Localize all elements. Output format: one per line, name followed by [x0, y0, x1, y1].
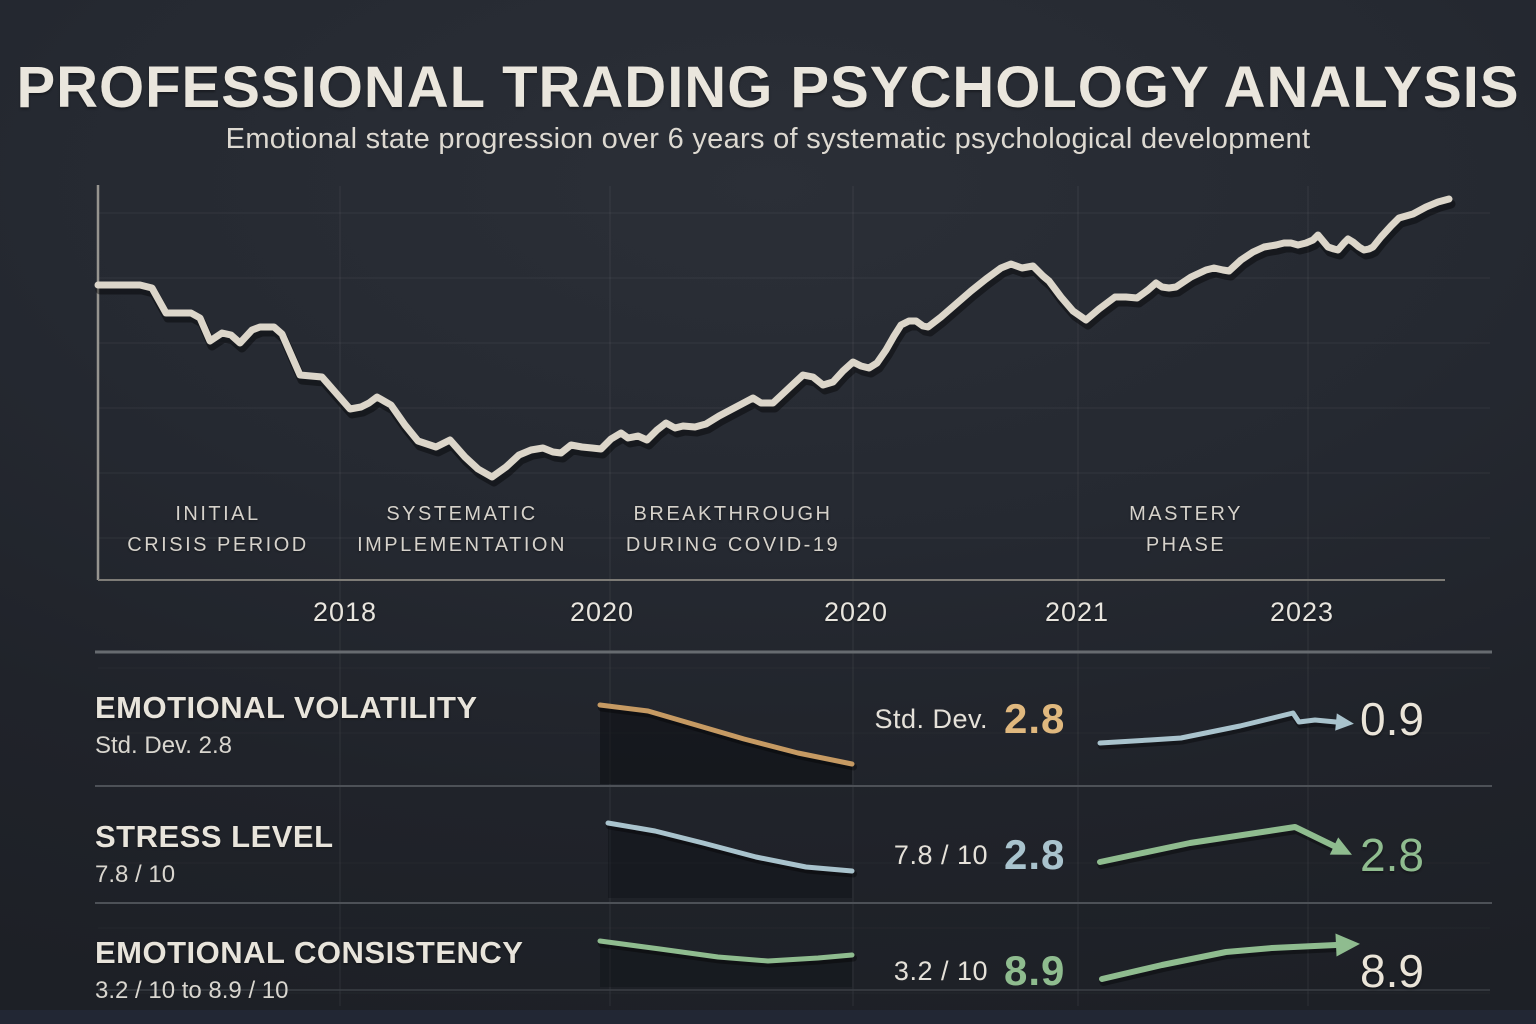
phase-label-systematic: SYSTEMATIC IMPLEMENTATION: [357, 499, 567, 561]
year-tick-label: 2021: [1044, 597, 1110, 627]
metric-mid-value: 8.9: [1004, 947, 1066, 994]
consistency-early-sparkline-area: [600, 941, 852, 987]
phase-label-mastery: MASTERY PHASE: [1129, 499, 1243, 561]
year-tick-label: 2020: [823, 597, 889, 627]
consistency-recent-sparkline-arrowhead: [1335, 933, 1360, 957]
metric-title: EMOTIONAL CONSISTENCY: [95, 935, 524, 970]
phase-label-line2: CRISIS PERIOD: [127, 534, 309, 556]
emotional-state-line: [94, 195, 1453, 481]
stress-recent-sparkline: [1097, 824, 1337, 865]
metric-row-stress-level: STRESS LEVEL 7.8 / 10 7.8 / 10 2.8 2.8: [0, 819, 1536, 953]
metric-right-value: 8.9: [1360, 945, 1424, 997]
phase-label-line2: DURING COVID-19: [625, 534, 841, 556]
bottom-edge-strip: [0, 1010, 1536, 1024]
metric-mid-value: 2.8: [1004, 695, 1066, 742]
page-title: PROFESSIONAL TRADING PSYCHOLOGY ANALYSIS: [16, 55, 1520, 120]
metric-right-value: 2.8: [1360, 829, 1424, 881]
volatility-recent-sparkline: [1097, 710, 1339, 746]
volatility-recent-sparkline-shadow: [1098, 712, 1341, 750]
phase-label-line2: PHASE: [1145, 534, 1227, 556]
stress-early-sparkline-area: [608, 823, 852, 898]
metric-mid-label: Std. Dev.: [874, 704, 988, 734]
metric-subtitle: 7.8 / 10: [95, 861, 176, 888]
year-tick-label: 2020: [569, 597, 635, 627]
consistency-early-sparkline: [597, 938, 855, 964]
volatility-early-sparkline: [597, 702, 855, 767]
metric-row-emotional-consistency: EMOTIONAL CONSISTENCY 3.2 / 10 to 8.9 / …: [0, 935, 1536, 1024]
stress-early-sparkline: [605, 820, 855, 874]
stress-early-sparkline-shadow: [606, 822, 857, 878]
consistency-early-sparkline-shadow: [598, 940, 857, 968]
consistency-recent-sparkline-shadow: [1099, 944, 1342, 986]
phase-label-breakthrough: BREAKTHROUGH DURING COVID-19: [626, 499, 840, 561]
consistency-recent-sparkline: [1099, 942, 1339, 982]
metric-right-value: 0.9: [1360, 693, 1424, 745]
phase-label-line1: SYSTEMATIC: [386, 503, 538, 525]
phase-label-line1: MASTERY: [1129, 503, 1243, 525]
phase-label-line2: IMPLEMENTATION: [357, 534, 567, 556]
page-subtitle: Emotional state progression over 6 years…: [225, 123, 1311, 155]
volatility-recent-sparkline-arrowhead: [1335, 713, 1354, 731]
year-tick-label: 2018: [312, 597, 378, 627]
metric-row-emotional-volatility: EMOTIONAL VOLATILITY Std. Dev. 2.8 Std. …: [0, 690, 1536, 824]
metric-mid-value: 2.8: [1004, 831, 1066, 878]
volatility-early-sparkline-area: [600, 705, 852, 784]
phase-label-line1: INITIAL: [175, 503, 261, 525]
stress-recent-sparkline-arrowhead: [1329, 837, 1352, 855]
metric-title: STRESS LEVEL: [95, 819, 334, 854]
metric-subtitle: Std. Dev. 2.8: [95, 732, 232, 759]
metric-title: EMOTIONAL VOLATILITY: [95, 690, 478, 725]
metric-mid-label: 3.2 / 10: [893, 956, 988, 986]
phase-label-initial: INITIAL CRISIS PERIOD: [127, 499, 308, 561]
metric-subtitle: 3.2 / 10 to 8.9 / 10: [95, 977, 289, 1004]
phase-label-line1: BREAKTHROUGH: [633, 503, 833, 525]
year-tick-label: 2023: [1269, 597, 1335, 627]
metric-mid-label: 7.8 / 10: [893, 840, 988, 870]
